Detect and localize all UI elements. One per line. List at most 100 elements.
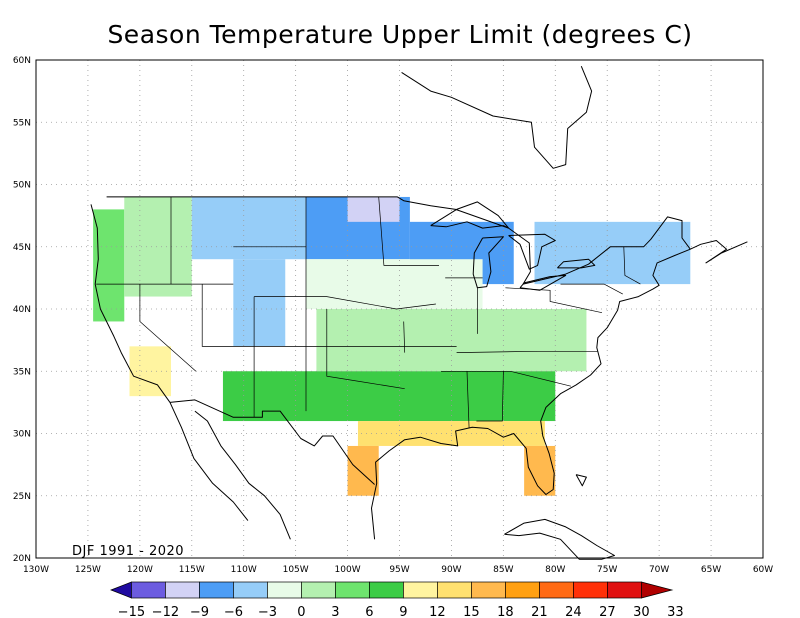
colorbar-label: 15	[463, 605, 480, 618]
state-border-18	[560, 283, 623, 295]
region-cell-13	[347, 445, 379, 496]
lat-label: 40N	[13, 305, 31, 315]
colorbar-segment	[505, 581, 540, 599]
colorbar-segment	[199, 581, 234, 599]
lat-label: 25N	[13, 492, 31, 502]
colorbar-label: 3	[331, 605, 339, 618]
state-border-5	[254, 296, 436, 310]
lon-label: 90W	[441, 565, 461, 575]
outline-0	[90, 204, 249, 521]
outline-4	[169, 399, 375, 485]
colorbar-label: −12	[152, 605, 179, 618]
state-border-0	[139, 284, 197, 372]
longitude-labels: 130W 125W 120W 115W 110W 105W 100W 95W 90W 85W 80W…	[23, 565, 773, 575]
lon-label: 105W	[283, 565, 309, 575]
region-cell-11	[129, 346, 172, 397]
colorbar-label: −6	[224, 605, 243, 618]
lat-label: 30N	[13, 430, 31, 440]
state-border-9	[326, 309, 405, 390]
colorbar-segment	[403, 581, 438, 599]
colorbar-segment	[539, 581, 574, 599]
colorbar-segment	[573, 581, 608, 599]
colorbar-segment	[165, 581, 200, 599]
colorbar-segment	[607, 581, 642, 599]
outline-12	[401, 66, 593, 169]
lon-label: 100W	[335, 565, 361, 575]
state-border-12	[441, 370, 571, 387]
lat-label: 60N	[13, 56, 31, 66]
colorbar-label: 12	[429, 605, 446, 618]
colorbar-label: 30	[633, 605, 650, 618]
state-border-11	[456, 350, 598, 353]
temperature-cells	[93, 196, 691, 496]
lat-label: 55N	[13, 118, 31, 128]
state-border-4	[201, 284, 457, 347]
colorbar-label: 33	[667, 605, 684, 618]
colorbar-label: 24	[565, 605, 582, 618]
outline-6	[472, 236, 504, 289]
region-cell-8	[306, 259, 483, 309]
outline-3	[106, 196, 691, 285]
state-border-19	[623, 246, 641, 285]
colorbar-arrow-left	[110, 581, 132, 599]
colorbar-segment	[301, 581, 336, 599]
region-cell-0	[93, 209, 125, 322]
lon-label: 70W	[649, 565, 669, 575]
map-outlines	[90, 66, 748, 560]
colorbar-label: 18	[497, 605, 514, 618]
region-cell-4	[347, 196, 400, 222]
region-cell-6	[534, 221, 691, 285]
lon-label: 120W	[127, 565, 153, 575]
colorbar-segment	[471, 581, 506, 599]
region-cell-1	[124, 196, 192, 297]
lon-label: 110W	[231, 565, 257, 575]
colorbar-label: 21	[531, 605, 548, 618]
lon-label: 80W	[545, 565, 565, 575]
lon-label: 130W	[23, 565, 49, 575]
colorbar-segment	[131, 581, 166, 599]
lon-label: 115W	[179, 565, 205, 575]
outline-1	[194, 410, 291, 540]
colorbar-label: 9	[399, 605, 407, 618]
state-border-10	[403, 321, 406, 353]
colorbar-segment	[267, 581, 302, 599]
lon-label: 85W	[493, 565, 513, 575]
colorbar-label: −9	[190, 605, 209, 618]
outline-10	[504, 518, 615, 560]
outline-7	[508, 233, 556, 270]
region-cell-10	[222, 371, 556, 422]
colorbar-segment	[369, 581, 404, 599]
colorbar-label: −3	[258, 605, 277, 618]
state-border-15	[505, 287, 603, 314]
region-cell-2	[191, 196, 307, 260]
outline-9	[557, 258, 596, 269]
region-cell-7	[233, 259, 286, 347]
lon-label: 60W	[753, 565, 773, 575]
season-note: DJF 1991 - 2020	[72, 544, 184, 559]
lon-label: 75W	[597, 565, 617, 575]
colorbar-segment	[335, 581, 370, 599]
lat-label: 45N	[13, 243, 31, 253]
lat-label: 35N	[13, 367, 31, 377]
lat-label: 20N	[13, 554, 31, 564]
lon-label: 125W	[75, 565, 101, 575]
colorbar-segment	[437, 581, 472, 599]
state-border-14	[476, 371, 504, 422]
colorbar-segment	[233, 581, 268, 599]
map-title: Season Temperature Upper Limit (degrees …	[107, 20, 693, 49]
colorbar-label: 6	[365, 605, 373, 618]
lon-label: 65W	[701, 565, 721, 575]
lon-label: 95W	[389, 565, 409, 575]
colorbar-arrow-right	[641, 581, 674, 599]
outline-2	[371, 240, 748, 540]
state-border-13	[466, 371, 470, 429]
outline-5	[430, 201, 510, 229]
lat-label: 50N	[13, 181, 31, 191]
outline-11	[575, 474, 587, 487]
colorbar-label: 27	[599, 605, 616, 618]
colorbar-label: −15	[118, 605, 145, 618]
colorbar: −15 −12 −9 −6 −3 0 3 6 9 12 15 18 21 24 27 30 33	[110, 581, 684, 618]
colorbar-label: 0	[297, 605, 305, 618]
latitude-labels: 20N 25N 30N 35N 40N 45N 50N 55N 60N	[13, 56, 31, 564]
